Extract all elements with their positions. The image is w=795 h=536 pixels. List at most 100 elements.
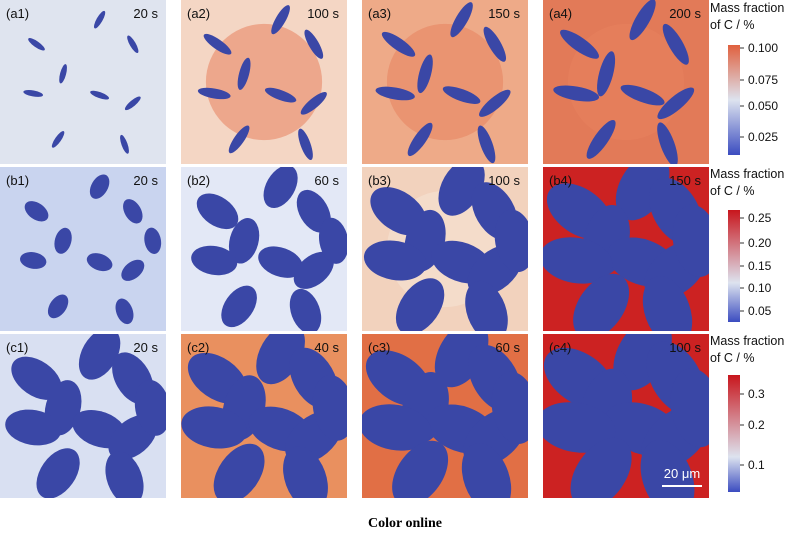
grain — [543, 237, 613, 284]
panel: (a1) 20 s — [0, 0, 166, 164]
panel-image — [543, 167, 709, 331]
panel-time: 150 s — [488, 6, 520, 21]
colorbar-title: Mass fraction — [710, 334, 784, 348]
grain — [318, 217, 347, 264]
grain — [78, 334, 121, 380]
grain — [28, 38, 45, 51]
colorbar-tick-label: 0.3 — [748, 387, 765, 401]
panel-image — [181, 334, 347, 498]
colorbar-tick-label: 0.15 — [748, 259, 772, 273]
grain — [450, 2, 473, 38]
grain — [657, 87, 695, 120]
panel-image — [181, 167, 347, 331]
grain — [264, 87, 297, 103]
grain — [203, 33, 232, 55]
panel-label: (c4) — [549, 340, 571, 355]
grain — [213, 443, 265, 498]
colorbar-tick-label: 0.2 — [748, 418, 765, 432]
grain — [54, 227, 72, 254]
colorbar-tick-label: 0.1 — [748, 458, 765, 472]
panel-time: 20 s — [133, 173, 158, 188]
halo — [386, 23, 504, 141]
colorbar-tick-label: 0.100 — [748, 41, 778, 55]
panel-label: (a1) — [6, 6, 29, 21]
grain — [620, 84, 665, 106]
grain — [47, 294, 69, 319]
grain — [553, 85, 600, 102]
panel-time: 60 s — [314, 173, 339, 188]
panel-label: (b2) — [187, 173, 210, 188]
grain — [51, 131, 65, 148]
caption: Color online — [368, 516, 442, 531]
colorbar — [728, 45, 740, 155]
panel-bg — [0, 0, 166, 164]
grain — [442, 86, 481, 104]
grain — [89, 174, 110, 199]
grain — [115, 298, 134, 325]
grain — [381, 31, 416, 57]
panel-image — [362, 334, 528, 498]
panel-label: (c1) — [6, 340, 28, 355]
grain — [586, 119, 616, 159]
panel-label: (b4) — [549, 173, 572, 188]
grain — [127, 35, 139, 54]
panel: (a3) 150 s — [362, 0, 528, 164]
colorbar-tick-label: 0.05 — [748, 304, 772, 318]
panel-image — [543, 334, 709, 498]
panel: (c1) 20 s — [0, 334, 166, 498]
panel-image — [362, 0, 528, 164]
halo — [205, 23, 323, 141]
grain — [221, 285, 257, 328]
grain — [312, 374, 347, 441]
grain — [491, 371, 528, 444]
grain — [283, 446, 328, 498]
grain — [629, 0, 656, 41]
panel: (c2) 40 s — [181, 334, 347, 498]
panel: (c4) 100 s — [543, 334, 709, 498]
colorbar — [728, 375, 740, 492]
grain — [298, 128, 313, 161]
panel-label: (c2) — [187, 340, 209, 355]
grain — [228, 125, 250, 154]
grain — [300, 91, 327, 115]
panel-image — [0, 0, 166, 164]
grain — [461, 443, 512, 498]
colorbar-tick-label: 0.25 — [748, 211, 772, 225]
panel-image — [0, 334, 166, 498]
grain — [597, 51, 616, 97]
panel-bg — [0, 167, 166, 331]
grain — [672, 204, 709, 277]
panel-time: 150 s — [669, 173, 701, 188]
grain — [465, 280, 508, 331]
panel: (b3) 100 s — [362, 167, 528, 331]
colorbar-title: of C / % — [710, 184, 754, 198]
panel-time: 20 s — [133, 340, 158, 355]
grain — [296, 189, 331, 233]
grain — [24, 201, 49, 222]
grain — [86, 253, 113, 272]
grain — [494, 209, 528, 273]
panel: (c3) 60 s — [362, 334, 528, 498]
grain — [543, 402, 616, 453]
grain — [657, 122, 678, 164]
colorbar — [728, 210, 740, 322]
grain — [483, 26, 507, 62]
panel-time: 60 s — [495, 340, 520, 355]
panel-time: 200 s — [669, 6, 701, 21]
colorbar-tick-label: 0.050 — [748, 99, 778, 113]
grain — [363, 240, 427, 281]
colorbar-tick-label: 0.20 — [748, 236, 772, 250]
panel-label: (a4) — [549, 6, 572, 21]
grain — [392, 440, 449, 498]
grain — [196, 193, 239, 230]
colorbar-title: Mass fraction — [710, 167, 784, 181]
grain — [191, 245, 238, 276]
colorbar-title: of C / % — [710, 18, 754, 32]
grain — [258, 246, 303, 278]
panel-time: 100 s — [307, 6, 339, 21]
grain — [124, 96, 141, 111]
grain — [237, 57, 251, 90]
colorbar-title: Mass fraction — [710, 1, 784, 15]
